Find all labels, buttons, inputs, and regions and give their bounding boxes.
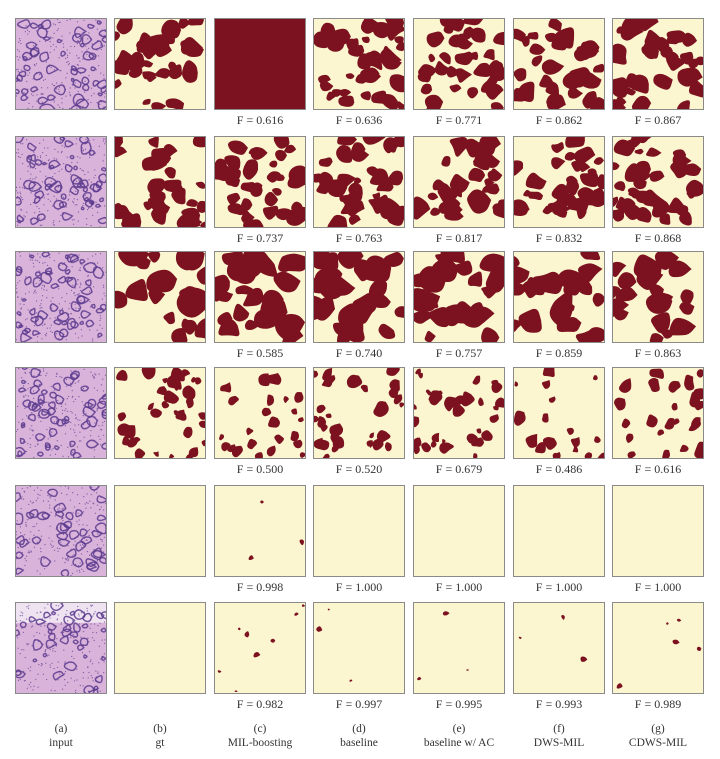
column-caption: (e) baseline w/ AC [409, 722, 509, 750]
f-score: F = 1.000 [435, 580, 483, 594]
segmentation-mask [612, 251, 704, 343]
column-letter: (a) [54, 723, 68, 735]
input-image [15, 602, 107, 694]
f-score: F = 0.585 [236, 346, 284, 360]
f-score: F = 0.995 [435, 697, 483, 711]
f-score: F = 0.486 [535, 462, 583, 476]
segmentation-mask [513, 251, 605, 343]
segmentation-mask [313, 251, 405, 343]
f-score: F = 0.998 [236, 580, 284, 594]
column-label: baseline [340, 737, 378, 749]
f-score: F = 0.982 [236, 697, 284, 711]
segmentation-mask [413, 367, 505, 459]
column-label: CDWS-MIL [628, 737, 688, 749]
f-score: F = 0.636 [335, 113, 383, 127]
segmentation-mask [513, 136, 605, 228]
segmentation-mask [313, 18, 405, 110]
segmentation-mask [114, 136, 206, 228]
input-image [15, 367, 107, 459]
f-score: F = 0.740 [335, 346, 383, 360]
segmentation-mask [214, 18, 306, 110]
f-score: F = 0.616 [634, 462, 682, 476]
segmentation-mask [313, 485, 405, 577]
f-score: F = 0.997 [335, 697, 383, 711]
f-score: F = 0.737 [236, 231, 284, 245]
segmentation-mask [413, 602, 505, 694]
column-label: MIL-boosting [227, 737, 293, 749]
segmentation-mask [214, 251, 306, 343]
segmentation-mask [413, 136, 505, 228]
segmentation-mask [413, 485, 505, 577]
f-score: F = 1.000 [335, 580, 383, 594]
column-caption: (b) gt [110, 722, 210, 750]
f-score: F = 0.867 [634, 113, 682, 127]
segmentation-mask [313, 136, 405, 228]
segmentation-mask [114, 367, 206, 459]
f-score: F = 0.817 [435, 231, 483, 245]
segmentation-mask [513, 602, 605, 694]
segmentation-mask [513, 367, 605, 459]
f-score: F = 0.757 [435, 346, 483, 360]
f-score: F = 0.520 [335, 462, 383, 476]
f-score: F = 0.993 [535, 697, 583, 711]
segmentation-mask [313, 602, 405, 694]
segmentation-mask [114, 251, 206, 343]
input-image [15, 251, 107, 343]
segmentation-mask [413, 251, 505, 343]
f-score: F = 0.500 [236, 462, 284, 476]
segmentation-mask [114, 485, 206, 577]
segmentation-mask [313, 367, 405, 459]
segmentation-mask [612, 18, 704, 110]
f-score: F = 0.868 [634, 231, 682, 245]
column-label: gt [155, 737, 165, 749]
segmentation-mask [214, 367, 306, 459]
f-score: F = 1.000 [634, 580, 682, 594]
segmentation-mask [214, 136, 306, 228]
f-score: F = 0.771 [435, 113, 483, 127]
segmentation-mask [413, 18, 505, 110]
column-label: DWS-MIL [533, 737, 585, 749]
segmentation-mask [214, 602, 306, 694]
column-caption: (f) DWS-MIL [509, 722, 609, 750]
f-score: F = 0.863 [634, 346, 682, 360]
f-score: F = 0.679 [435, 462, 483, 476]
segmentation-mask [214, 485, 306, 577]
f-score: F = 0.859 [535, 346, 583, 360]
column-caption: (c) MIL-boosting [210, 722, 310, 750]
f-score: F = 0.989 [634, 697, 682, 711]
input-image [15, 485, 107, 577]
segmentation-mask [612, 485, 704, 577]
column-letter: (e) [452, 723, 466, 735]
segmentation-mask [513, 485, 605, 577]
input-image [15, 18, 107, 110]
input-image [15, 136, 107, 228]
column-letter: (b) [153, 723, 167, 735]
segmentation-mask [612, 602, 704, 694]
column-letter: (f) [553, 723, 565, 735]
segmentation-mask [513, 18, 605, 110]
segmentation-mask [612, 136, 704, 228]
f-score: F = 0.763 [335, 231, 383, 245]
column-caption: (d) baseline [309, 722, 409, 750]
f-score: F = 0.832 [535, 231, 583, 245]
column-caption: (a) input [11, 722, 111, 750]
segmentation-mask [114, 602, 206, 694]
column-label: input [49, 737, 73, 749]
f-score: F = 1.000 [535, 580, 583, 594]
column-letter: (g) [651, 723, 665, 735]
f-score: F = 0.616 [236, 113, 284, 127]
column-letter: (d) [352, 723, 366, 735]
segmentation-mask [612, 367, 704, 459]
segmentation-mask [114, 18, 206, 110]
f-score: F = 0.862 [535, 113, 583, 127]
column-caption: (g) CDWS-MIL [608, 722, 708, 750]
column-label: baseline w/ AC [423, 737, 495, 749]
column-letter: (c) [253, 723, 267, 735]
